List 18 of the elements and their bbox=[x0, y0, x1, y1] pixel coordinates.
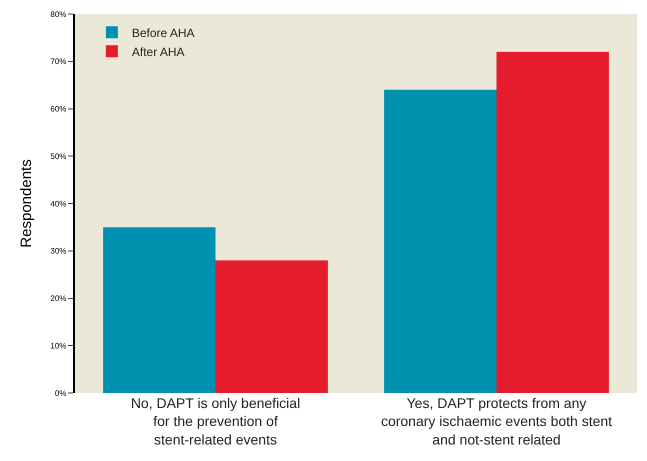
x-tick-label: Yes, DAPT protects from any coronary ischaemic events both stent and not-stent related bbox=[380, 395, 612, 448]
bar bbox=[103, 227, 216, 393]
bar bbox=[384, 90, 496, 393]
y-tick-label: 80% bbox=[50, 10, 66, 19]
y-tick-label: 10% bbox=[50, 341, 66, 350]
bar bbox=[216, 260, 328, 393]
bar bbox=[496, 52, 609, 393]
y-tick-label: 40% bbox=[50, 199, 66, 208]
y-tick-label: 70% bbox=[50, 57, 66, 66]
y-tick-label: 50% bbox=[50, 152, 66, 161]
y-tick-label: 30% bbox=[50, 246, 66, 256]
y-tick-label: 60% bbox=[50, 104, 66, 114]
y-tick-label: 20% bbox=[50, 294, 66, 304]
legend-label: After AHA bbox=[132, 44, 185, 59]
y-axis-title: Respondents bbox=[18, 159, 36, 248]
legend-label: Before AHA bbox=[132, 26, 195, 40]
x-tick-label: No, DAPT is only beneficial for the prevention of stent-related events bbox=[130, 395, 300, 448]
y-tick-label: 0% bbox=[54, 388, 66, 398]
